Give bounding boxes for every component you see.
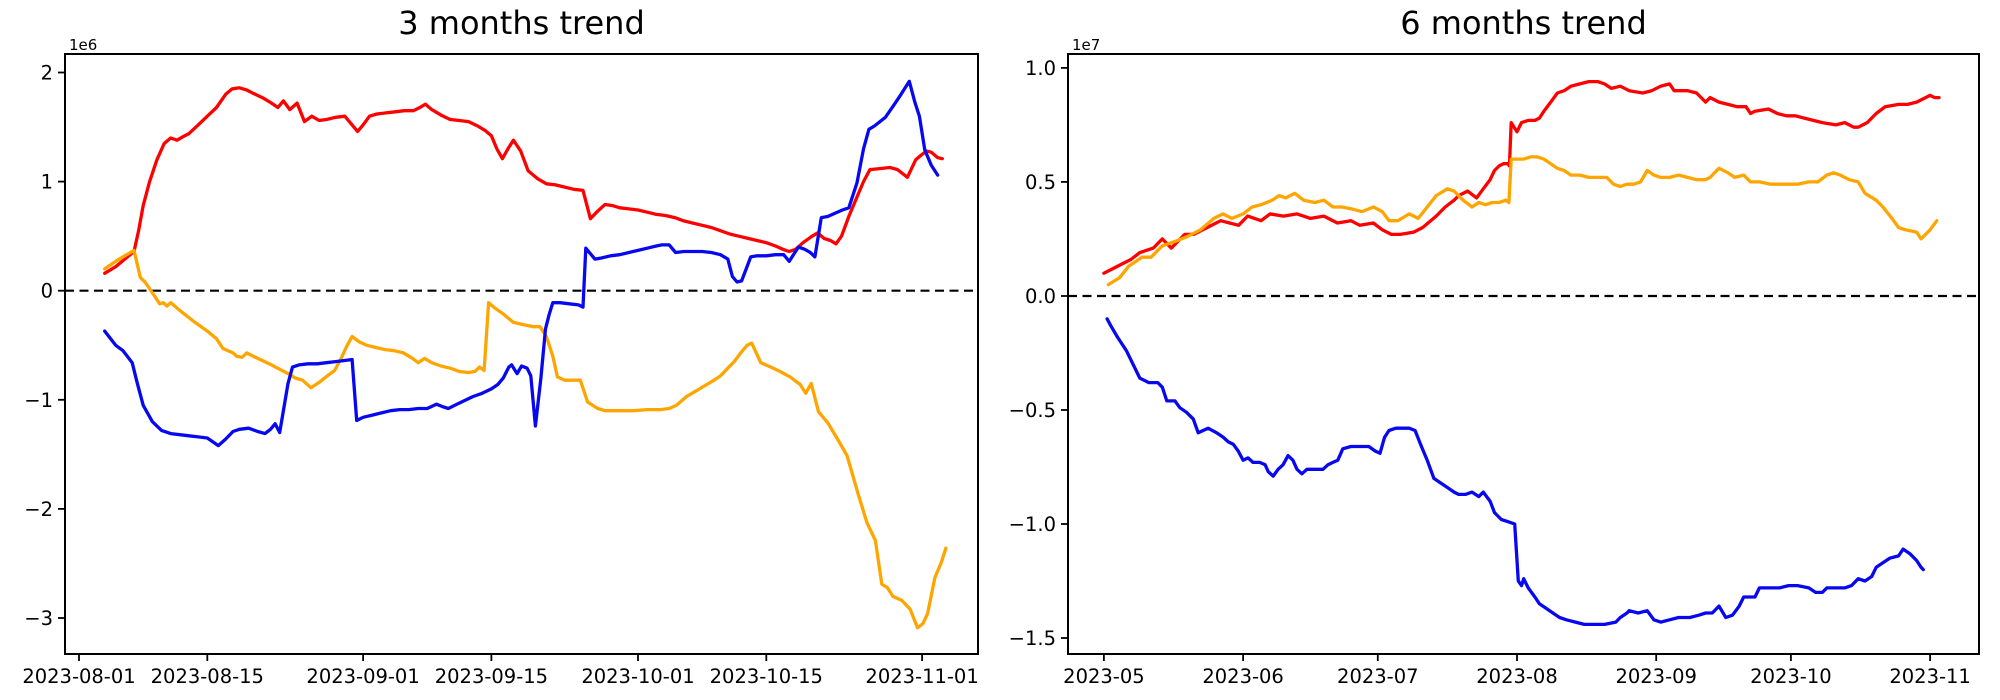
x-tick-label: 2023-10-15 [710,665,823,688]
axes-spines [1067,53,1980,655]
y-tick-label: 0.0 [1025,285,1056,308]
x-tick-label: 2023-07 [1337,665,1418,688]
series-line-blue [1105,317,1925,627]
x-tick-label: 2023-05 [1063,665,1144,688]
series-line-blue [103,79,940,448]
axes-0: 2023-08-01 2023-08-15 2023-09-01 2023-09-15… [22,53,979,688]
y-axis-offset-label-left: 1e6 [69,36,98,54]
y-tick-label: −3 [24,607,53,630]
chart-title-6-months: 6 months trend [1400,4,1647,42]
x-tick-label: 2023-08-15 [151,665,264,688]
y-tick-label: −0.5 [1009,399,1056,422]
axes-1: 2023-05 2023-06 2023-07 2023-08 2023-09 2023-… [1009,53,1980,688]
x-tick-label: 2023-08 [1476,665,1557,688]
y-tick-label: −1.0 [1009,513,1056,536]
x-tick-label: 2023-11 [1889,665,1970,688]
x-tick-label: 2023-10-01 [581,665,694,688]
y-tick-label: 0 [41,280,53,303]
x-tick-label: 2023-10 [1750,665,1831,688]
x-tick-label: 2023-06 [1202,665,1283,688]
axes-spines [64,53,979,655]
y-axis-offset-label-right: 1e7 [1072,36,1101,54]
x-tick-label: 2023-11-01 [865,665,978,688]
x-tick-label: 2023-09-15 [435,665,548,688]
y-tick-label: 1.0 [1025,57,1056,80]
y-tick-label: 0.5 [1025,171,1056,194]
series-line-orange [1106,155,1939,287]
y-tick-label: −1 [24,389,53,412]
chart-title-3-months: 3 months trend [398,4,645,42]
x-tick-label: 2023-08-01 [22,665,135,688]
y-tick-label: −2 [24,498,53,521]
series-line-red [1102,79,1941,275]
y-tick-label: 2 [41,62,53,85]
y-tick-label: −1.5 [1009,627,1056,650]
y-tick-label: 1 [41,171,53,194]
x-tick-label: 2023-09-01 [306,665,419,688]
series-line-red [103,86,944,275]
series-line-orange [103,248,948,630]
x-tick-label: 2023-09 [1615,665,1696,688]
